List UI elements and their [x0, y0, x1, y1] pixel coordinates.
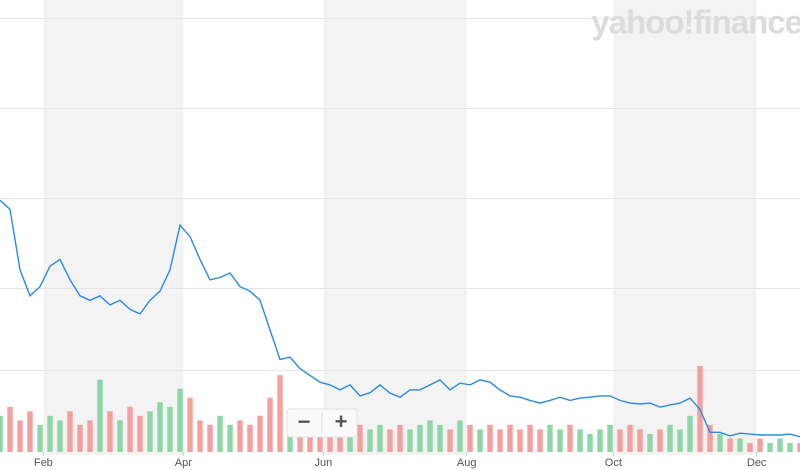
zoom-controls: − +	[286, 408, 358, 438]
x-axis: Feb Apr Jun Aug Oct Dec	[34, 452, 767, 469]
volume-bar	[317, 424, 323, 452]
volume-bar	[757, 438, 763, 452]
grid	[0, 18, 800, 371]
volume-bar	[187, 397, 193, 452]
volume-bar	[497, 429, 503, 452]
volume-bar	[477, 429, 483, 452]
volume-bar	[417, 424, 423, 452]
price	[0, 199, 800, 438]
volume-bar	[347, 429, 353, 452]
volume-bar	[587, 433, 593, 452]
volume-bar	[57, 420, 63, 452]
volume-bar	[507, 424, 513, 452]
volume	[0, 366, 800, 452]
volume-bar	[657, 429, 663, 452]
volume-bar	[677, 429, 683, 452]
volume-bar	[537, 429, 543, 452]
volume-bar	[467, 424, 473, 452]
volume-bar	[577, 429, 583, 452]
volume-bar	[737, 438, 743, 452]
volume-bar	[427, 420, 433, 452]
volume-bar	[357, 424, 363, 452]
volume-bar	[0, 415, 3, 452]
shaded-band	[613, 0, 757, 455]
volume-bar	[407, 429, 413, 452]
volume-bar	[377, 424, 383, 452]
x-tick-label: Aug	[457, 457, 477, 469]
volume-bar	[37, 424, 43, 452]
volume-bar	[387, 429, 393, 452]
volume-bar	[447, 429, 453, 452]
volume-bar	[177, 388, 183, 452]
x-tick-label: Jun	[314, 457, 332, 469]
volume-bar	[217, 415, 223, 452]
x-tick-label: Apr	[175, 457, 192, 469]
x-tick-label: Dec	[747, 457, 767, 469]
volume-bar	[77, 424, 83, 452]
volume-bar	[147, 411, 153, 452]
volume-bar	[767, 442, 773, 452]
volume-bar	[607, 424, 613, 452]
volume-bar	[597, 429, 603, 452]
volume-bar	[487, 424, 493, 452]
volume-bar	[97, 379, 103, 452]
volume-bar	[197, 420, 203, 452]
volume-bar	[7, 406, 13, 452]
bands	[43, 0, 757, 455]
volume-bar	[527, 424, 533, 452]
shaded-band	[43, 0, 184, 455]
x-tick-label: Feb	[34, 457, 53, 469]
volume-bar	[547, 424, 553, 452]
volume-bar	[617, 429, 623, 452]
volume-bar	[457, 420, 463, 452]
volume-bar	[277, 375, 283, 452]
volume-bar	[257, 415, 263, 452]
volume-bar	[267, 397, 273, 452]
volume-bar	[337, 424, 343, 452]
volume-bar	[127, 406, 133, 452]
volume-bar	[687, 415, 693, 452]
volume-bar	[157, 402, 163, 452]
zoom-in-button[interactable]: +	[335, 409, 348, 434]
volume-bar	[87, 420, 93, 452]
volume-bar	[137, 415, 143, 452]
volume-bar	[647, 433, 653, 452]
volume-bar	[727, 438, 733, 452]
volume-bar	[557, 429, 563, 452]
shaded-band	[323, 0, 467, 455]
volume-bar	[117, 420, 123, 452]
volume-bar	[747, 442, 753, 452]
logo: yahoo!finance	[591, 4, 800, 41]
volume-bar	[247, 424, 253, 452]
volume-bar	[397, 424, 403, 452]
volume-bar	[107, 411, 113, 452]
volume-bar	[667, 424, 673, 452]
volume-bar	[707, 424, 713, 452]
volume-bar	[17, 420, 23, 452]
volume-bar	[367, 429, 373, 452]
volume-bar	[227, 424, 233, 452]
volume-bar	[437, 424, 443, 452]
volume-bar	[777, 438, 783, 452]
price-line	[0, 199, 800, 438]
volume-bar	[567, 424, 573, 452]
volume-bar	[787, 442, 793, 452]
volume-bar	[207, 424, 213, 452]
volume-bar	[517, 429, 523, 452]
volume-bar	[167, 406, 173, 452]
zoom-out-button[interactable]: −	[298, 409, 311, 434]
volume-bar	[637, 429, 643, 452]
volume-bar	[27, 411, 33, 452]
volume-bar	[237, 420, 243, 452]
volume-bar	[67, 411, 73, 452]
x-tick-label: Oct	[605, 457, 622, 469]
volume-bar	[797, 442, 800, 452]
volume-bar	[47, 415, 53, 452]
volume-bar	[627, 424, 633, 452]
volume-bar	[717, 433, 723, 452]
